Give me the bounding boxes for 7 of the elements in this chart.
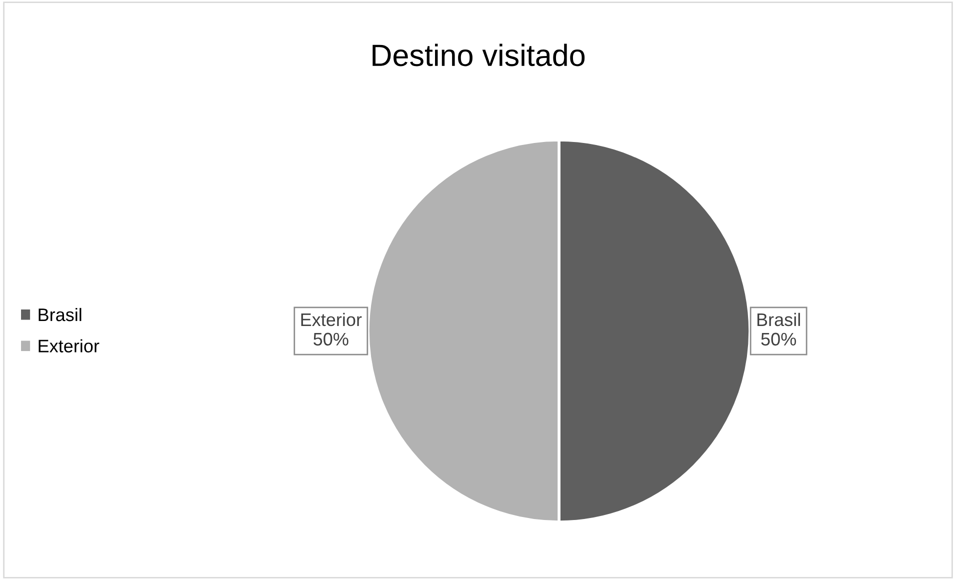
legend-label: Exterior bbox=[38, 339, 100, 352]
legend-label: Brasil bbox=[38, 308, 82, 322]
chart-title: Destino visitado bbox=[372, 44, 585, 66]
slice-label: Exterior bbox=[301, 312, 362, 326]
data-label: 50% bbox=[761, 332, 796, 346]
slice-label: Brasil bbox=[757, 312, 800, 326]
data-label: 50% bbox=[314, 332, 348, 346]
